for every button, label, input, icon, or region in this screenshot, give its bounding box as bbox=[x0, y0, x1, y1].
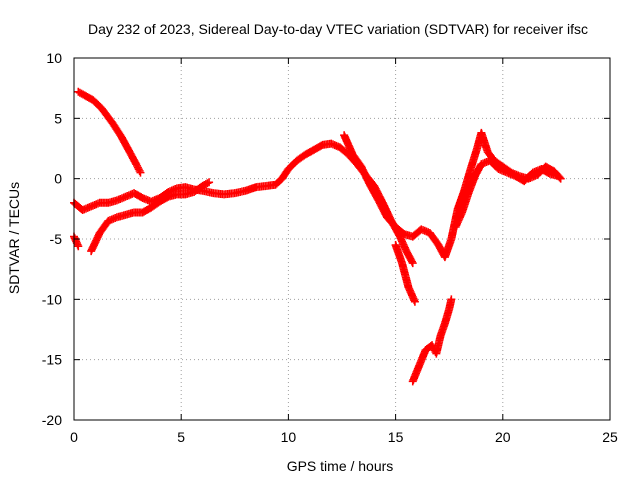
data-points bbox=[70, 87, 565, 386]
data-point bbox=[205, 178, 214, 187]
y-tick-label: -10 bbox=[42, 291, 62, 307]
series-track-1-high-start bbox=[74, 87, 145, 177]
series-track-7-evening-branch bbox=[451, 156, 563, 231]
series-track-8-start-short bbox=[70, 232, 83, 251]
x-tick-label: 20 bbox=[495, 429, 511, 445]
data-point bbox=[554, 172, 563, 181]
y-tick-label: -5 bbox=[50, 231, 63, 247]
series-track-5-evening-lower bbox=[391, 241, 419, 306]
data-point bbox=[135, 166, 144, 175]
data-point bbox=[74, 242, 83, 251]
series-track-6-deep-drop bbox=[408, 295, 456, 386]
grid-lines bbox=[74, 58, 610, 420]
tick-labels: 0 5 10 15 20 25 -20 -15 -10 -5 0 5 10 bbox=[42, 50, 618, 445]
x-tick-label: 10 bbox=[281, 429, 297, 445]
y-tick-label: 0 bbox=[54, 171, 62, 187]
series-track-3-lower-day bbox=[87, 178, 214, 256]
x-tick-label: 15 bbox=[388, 429, 404, 445]
y-tick-label: -15 bbox=[42, 352, 62, 368]
x-tick-label: 25 bbox=[602, 429, 618, 445]
y-tick-label: -20 bbox=[42, 412, 62, 428]
y-axis-label: SDTVAR / TECUs bbox=[6, 182, 22, 294]
data-point bbox=[136, 168, 145, 177]
x-tick-label: 5 bbox=[177, 429, 185, 445]
series-track-2-main-day bbox=[70, 139, 417, 268]
chart-title: Day 232 of 2023, Sidereal Day-to-day VTE… bbox=[88, 21, 588, 37]
x-axis-label: GPS time / hours bbox=[287, 458, 394, 474]
data-point bbox=[408, 259, 417, 268]
data-point bbox=[203, 179, 212, 188]
data-point bbox=[407, 257, 416, 266]
data-point bbox=[447, 295, 456, 304]
x-tick-label: 0 bbox=[70, 429, 78, 445]
y-tick-label: 5 bbox=[54, 110, 62, 126]
data-point bbox=[410, 297, 419, 306]
plot-frame bbox=[73, 57, 611, 421]
y-tick-label: 10 bbox=[46, 50, 62, 66]
series-track-4-evening bbox=[340, 128, 565, 262]
